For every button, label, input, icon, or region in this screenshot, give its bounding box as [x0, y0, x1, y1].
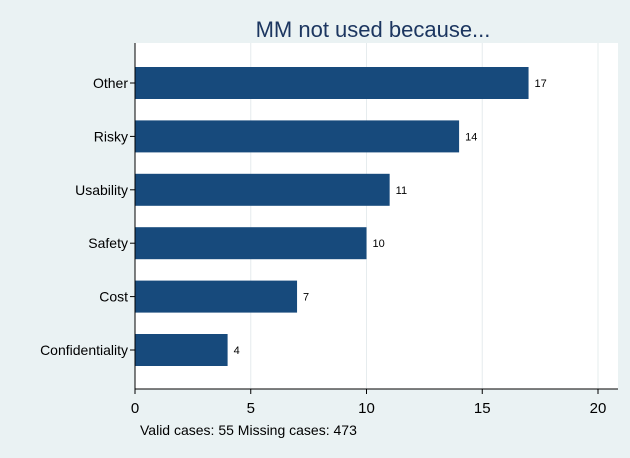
bar-value-label: 10 — [373, 238, 385, 250]
bar-confidentiality — [135, 334, 228, 366]
chart-title: MM not used because... — [256, 17, 491, 42]
bar-other — [135, 67, 529, 99]
x-tick-label: 0 — [131, 400, 139, 417]
bar-value-label: 7 — [303, 292, 309, 304]
bar-safety — [135, 227, 367, 260]
bar-value-label: 14 — [465, 131, 477, 143]
category-label: Usability — [75, 182, 128, 198]
category-label: Safety — [88, 235, 128, 251]
x-tick-label: 15 — [474, 400, 491, 417]
x-tick-label: 20 — [590, 400, 607, 417]
bar-value-label: 17 — [535, 78, 547, 90]
bar-value-label: 4 — [234, 345, 240, 357]
bar-cost — [135, 280, 298, 313]
category-label: Other — [93, 75, 128, 91]
bar-usability — [135, 173, 390, 206]
x-tick-label: 5 — [247, 400, 255, 417]
category-label: Cost — [99, 289, 128, 305]
plot-area — [135, 43, 618, 389]
cases-note: Valid cases: 55 Missing cases: 473 — [140, 422, 357, 438]
category-label: Risky — [94, 128, 128, 144]
category-label: Confidentiality — [40, 342, 128, 358]
x-tick-label: 10 — [358, 400, 375, 417]
bar-risky — [135, 120, 460, 153]
bar-value-label: 11 — [396, 185, 407, 197]
